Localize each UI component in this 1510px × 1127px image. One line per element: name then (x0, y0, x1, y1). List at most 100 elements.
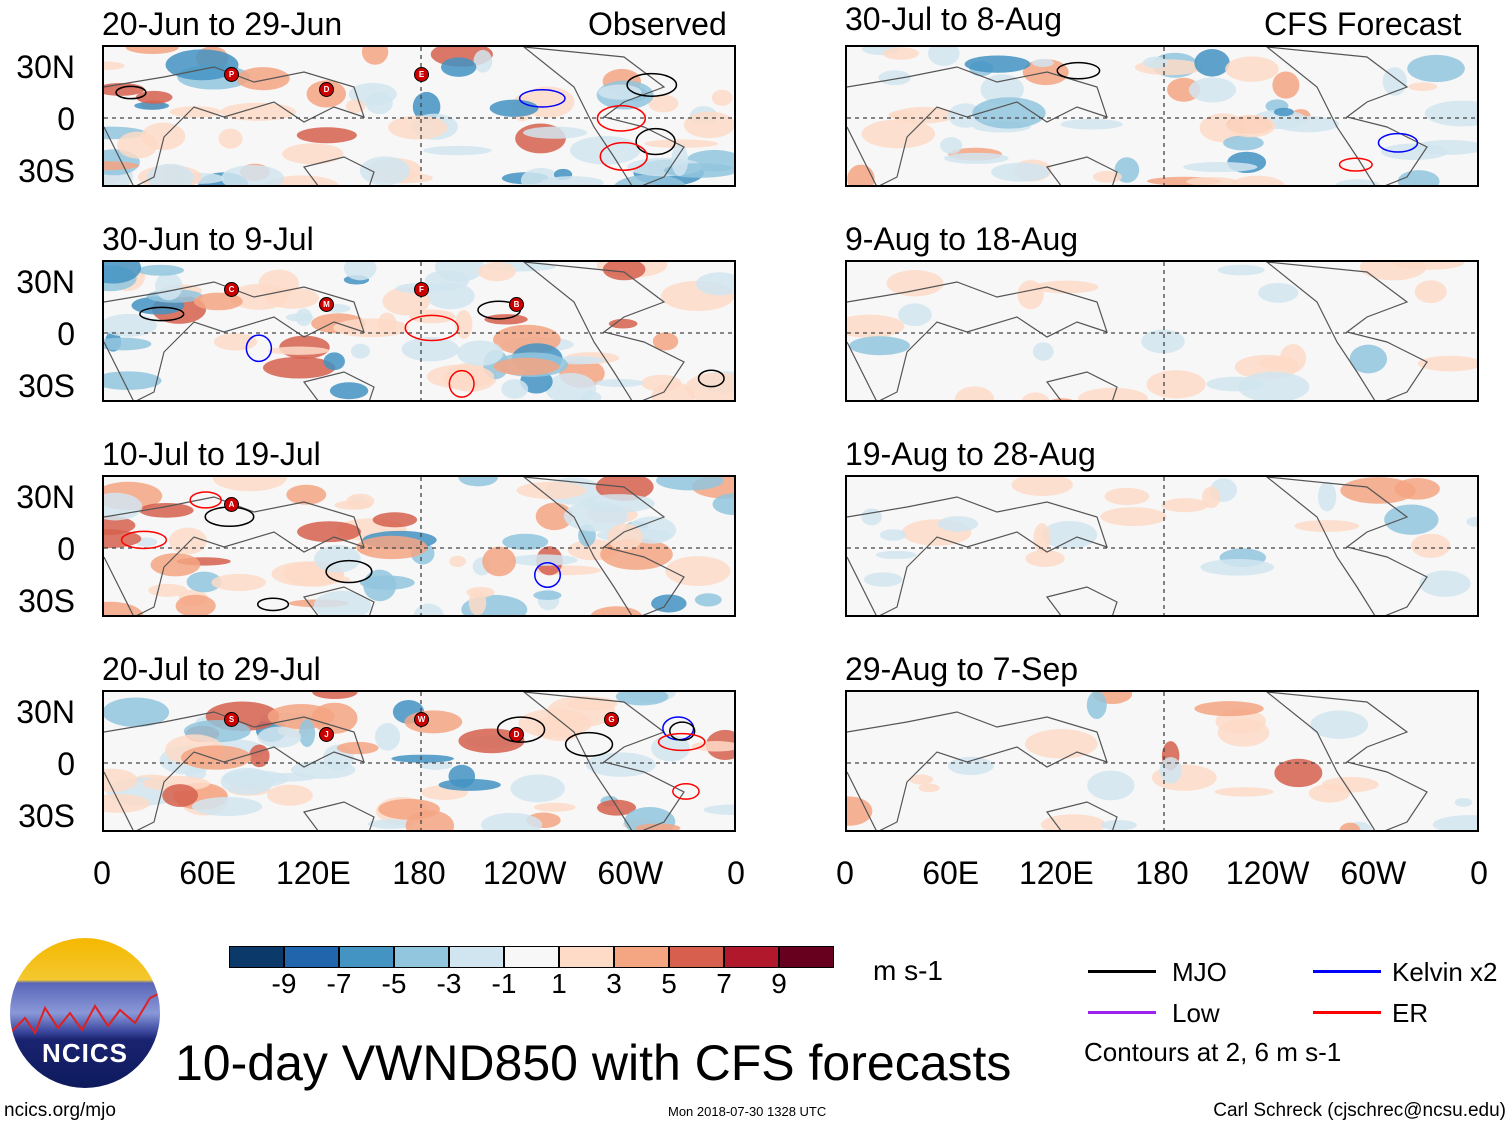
anomaly-patch (510, 774, 565, 803)
africa-eurasia-outline (104, 281, 365, 400)
storm-marker[interactable]: S (224, 712, 239, 727)
anomaly-patch (142, 775, 210, 792)
anomaly-patch (466, 586, 495, 598)
australia-outline (1045, 586, 1118, 615)
contours-note: Contours at 2, 6 m s-1 (1084, 1037, 1342, 1067)
anomaly-patch (570, 135, 641, 165)
storm-marker[interactable]: G (604, 712, 619, 727)
x-tick-label: 180 (1135, 855, 1189, 891)
storm-marker[interactable]: P (224, 67, 239, 82)
map-panel-forecast-4 (845, 690, 1479, 832)
anomaly-patch (847, 164, 875, 185)
panel-title: 30-Jun to 9-Jul (102, 221, 314, 257)
wave-contour (1056, 61, 1101, 80)
anomaly-patch (703, 804, 734, 815)
anomaly-field (104, 692, 734, 830)
australia-outline (1045, 801, 1118, 830)
figure-title: 10-day VWND850 with CFS forecasts (175, 1035, 1012, 1091)
anomaly-patch (489, 99, 539, 117)
colorbar-swatch (779, 946, 834, 968)
legend-mjo: MJO (1172, 957, 1227, 987)
anomaly-patch (1051, 398, 1073, 400)
anomaly-patch (260, 772, 317, 782)
anomaly-patch (1272, 71, 1300, 99)
anomaly-patch (296, 127, 357, 144)
anomaly-patch (1032, 342, 1054, 361)
anomaly-patch (372, 512, 418, 528)
anomaly-patch (940, 137, 963, 154)
anomaly-patch (909, 774, 934, 785)
footer-url[interactable]: ncics.org/mjo (4, 1100, 116, 1121)
y-tick-label: 30S (18, 153, 75, 189)
anomaly-patch (1274, 115, 1340, 133)
storm-marker[interactable]: M (319, 297, 334, 312)
anomaly-patch (1146, 370, 1206, 399)
anomaly-patch (1340, 477, 1416, 504)
anomaly-patch (1034, 280, 1099, 294)
anomaly-patch (863, 572, 903, 587)
storm-marker[interactable]: A (224, 497, 239, 512)
anomaly-patch (886, 270, 944, 297)
anomaly-patch (535, 502, 574, 531)
anomaly-patch (1258, 282, 1299, 303)
storm-marker[interactable]: E (414, 67, 429, 82)
anomaly-patch (134, 101, 170, 110)
anomaly-patch (1217, 264, 1265, 276)
americas-outline (1266, 692, 1428, 830)
storm-marker[interactable]: C (224, 282, 239, 297)
anomaly-patch (1229, 175, 1285, 185)
storm-marker[interactable]: B (509, 297, 524, 312)
storm-marker[interactable]: D (319, 82, 334, 97)
storm-marker[interactable]: J (319, 727, 334, 742)
y-tick-label: 30N (16, 694, 75, 730)
anomaly-patch (1041, 520, 1098, 549)
anomaly-patch (367, 819, 415, 829)
anomaly-patch (104, 492, 143, 521)
colorbar-label: -3 (436, 968, 462, 999)
anomaly-patch (1142, 56, 1169, 69)
wave-contour (626, 72, 678, 97)
anomaly-patch (1100, 819, 1137, 830)
anomaly-patch (1161, 498, 1209, 513)
anomaly-patch (1011, 477, 1073, 496)
wave-contour (1338, 157, 1373, 172)
anomaly-patch (1279, 344, 1307, 373)
storm-marker[interactable]: W (414, 712, 429, 727)
map-panel-forecast-1 (845, 45, 1479, 187)
panel-title: 20-Jun to 29-Jun (102, 6, 343, 42)
wave-contour (657, 732, 706, 752)
anomaly-patch (1217, 718, 1270, 747)
anomaly-patch (218, 128, 243, 149)
anomaly-patch (147, 163, 194, 185)
anomaly-patch (458, 477, 498, 487)
anomaly-patch (1394, 478, 1440, 500)
anomaly-field (847, 47, 1477, 185)
anomaly-patch (1393, 262, 1464, 270)
map-panel-forecast-2 (845, 260, 1479, 402)
anomaly-patch (1183, 161, 1258, 173)
wave-contour (496, 716, 546, 743)
wave-contour (404, 314, 459, 342)
storm-marker[interactable]: D (509, 727, 524, 742)
anomaly-patch (665, 556, 731, 586)
y-tick-label: 0 (57, 746, 75, 782)
panel-title: 29-Aug to 7-Sep (845, 651, 1079, 687)
panel-title: 20-Jul to 29-Jul (102, 651, 321, 687)
y-tick-label: 30S (18, 798, 75, 834)
africa-eurasia-outline (847, 711, 1108, 830)
anomaly-patch (286, 484, 327, 505)
anomaly-patch (991, 162, 1051, 182)
anomaly-patch (878, 70, 911, 86)
anomaly-patch (1419, 570, 1471, 597)
anomaly-patch (1317, 481, 1337, 512)
anomaly-patch (947, 756, 994, 776)
anomaly-patch (1025, 550, 1065, 567)
storm-marker[interactable]: F (414, 282, 429, 297)
colorbar-label: -5 (381, 968, 407, 999)
anomaly-patch (401, 337, 460, 362)
anomaly-patch (898, 303, 932, 327)
colorbar-label: 1 (551, 968, 567, 999)
anomaly-patch (1397, 170, 1440, 185)
anomaly-patch (535, 715, 584, 741)
australia-outline (1045, 371, 1118, 400)
